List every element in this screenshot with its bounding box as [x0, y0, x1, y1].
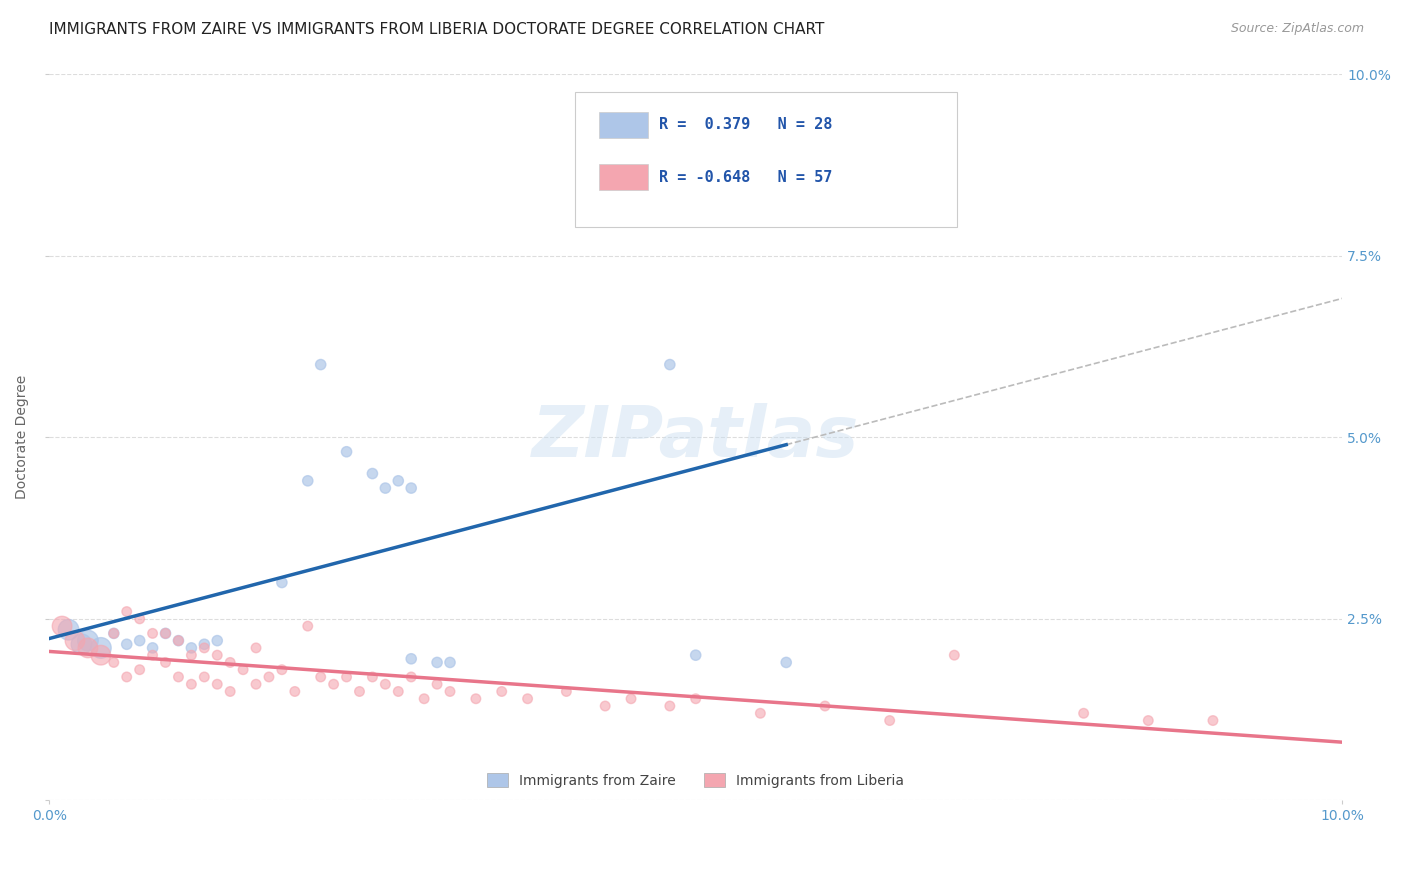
Point — [593, 698, 616, 713]
Text: IMMIGRANTS FROM ZAIRE VS IMMIGRANTS FROM LIBERIA DOCTORATE DEGREE CORRELATION CH: IMMIGRANTS FROM ZAIRE VS IMMIGRANTS FROM… — [49, 22, 824, 37]
Point — [1073, 706, 1095, 721]
Point — [349, 684, 371, 698]
Point — [297, 619, 319, 633]
Point — [77, 640, 100, 655]
Point — [1137, 714, 1160, 728]
Point — [142, 626, 165, 640]
Point — [51, 619, 73, 633]
Point — [464, 691, 486, 706]
Point — [193, 670, 215, 684]
FancyBboxPatch shape — [599, 112, 648, 138]
Point — [374, 481, 396, 495]
Point — [103, 656, 125, 670]
Point — [284, 684, 307, 698]
Point — [128, 612, 150, 626]
Point — [426, 656, 449, 670]
Point — [245, 640, 267, 655]
Point — [103, 626, 125, 640]
Point — [387, 684, 409, 698]
Point — [180, 648, 202, 662]
Point — [115, 605, 138, 619]
Point — [180, 640, 202, 655]
Point — [555, 684, 578, 698]
Point — [167, 670, 190, 684]
Point — [685, 691, 707, 706]
Point — [207, 648, 229, 662]
Point — [309, 358, 332, 372]
Point — [257, 670, 280, 684]
Point — [439, 656, 461, 670]
Text: R =  0.379   N = 28: R = 0.379 N = 28 — [659, 118, 832, 132]
Legend: Immigrants from Zaire, Immigrants from Liberia: Immigrants from Zaire, Immigrants from L… — [482, 768, 910, 794]
Point — [361, 467, 384, 481]
FancyBboxPatch shape — [575, 92, 957, 227]
Point — [749, 706, 772, 721]
Point — [814, 698, 837, 713]
Point — [167, 633, 190, 648]
Point — [335, 444, 357, 458]
Point — [142, 640, 165, 655]
Point — [90, 648, 112, 662]
Point — [491, 684, 513, 698]
Point — [245, 677, 267, 691]
Point — [309, 670, 332, 684]
Point — [943, 648, 966, 662]
Point — [115, 670, 138, 684]
Point — [399, 652, 422, 666]
Point — [439, 684, 461, 698]
Point — [399, 670, 422, 684]
Point — [879, 714, 901, 728]
Point — [128, 633, 150, 648]
Point — [297, 474, 319, 488]
Point — [399, 481, 422, 495]
Point — [516, 691, 538, 706]
Point — [167, 633, 190, 648]
Point — [685, 648, 707, 662]
Point — [103, 626, 125, 640]
Text: R = -0.648   N = 57: R = -0.648 N = 57 — [659, 169, 832, 185]
Point — [207, 633, 229, 648]
Point — [620, 691, 643, 706]
Point — [335, 670, 357, 684]
Point — [115, 637, 138, 651]
Text: ZIPatlas: ZIPatlas — [531, 402, 859, 472]
Point — [207, 677, 229, 691]
Point — [58, 623, 80, 637]
Point — [361, 670, 384, 684]
Point — [77, 633, 100, 648]
Point — [142, 648, 165, 662]
Point — [658, 358, 681, 372]
Point — [232, 663, 254, 677]
Point — [155, 626, 177, 640]
Y-axis label: Doctorate Degree: Doctorate Degree — [15, 376, 30, 500]
Point — [593, 132, 616, 146]
Point — [90, 640, 112, 655]
Point — [413, 691, 436, 706]
Point — [193, 640, 215, 655]
Point — [374, 677, 396, 691]
Point — [1202, 714, 1225, 728]
Text: Source: ZipAtlas.com: Source: ZipAtlas.com — [1230, 22, 1364, 36]
Point — [219, 684, 242, 698]
Point — [270, 575, 292, 590]
Point — [70, 637, 93, 651]
Point — [270, 663, 292, 677]
Point — [219, 656, 242, 670]
Point — [193, 637, 215, 651]
Point — [775, 656, 797, 670]
Point — [426, 677, 449, 691]
Point — [658, 698, 681, 713]
Point — [155, 626, 177, 640]
Point — [322, 677, 344, 691]
Point — [63, 633, 86, 648]
Point — [387, 474, 409, 488]
Point — [128, 663, 150, 677]
Point — [155, 656, 177, 670]
FancyBboxPatch shape — [599, 164, 648, 190]
Point — [180, 677, 202, 691]
